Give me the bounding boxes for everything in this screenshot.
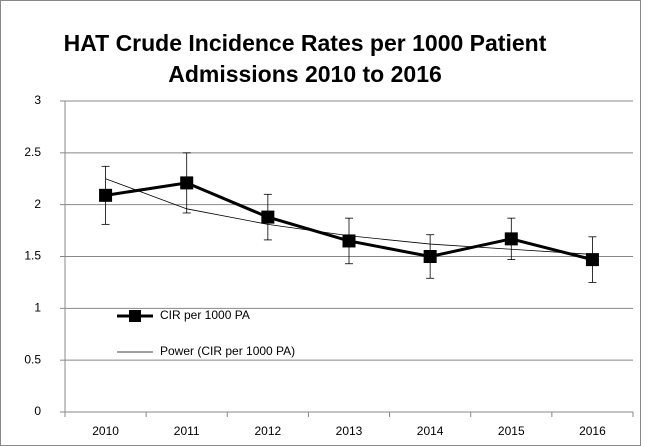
x-tick-label: 2015 (498, 424, 525, 438)
x-tick-label: 2011 (174, 424, 200, 438)
marker (180, 176, 194, 190)
legend-marker (129, 310, 141, 322)
y-tick-label: 0 (34, 404, 41, 418)
y-tick-label: 1.5 (24, 249, 41, 263)
x-tick-label: 2010 (92, 424, 119, 438)
chart-frame (0, 0, 641, 446)
x-tick-label: 2012 (255, 424, 282, 438)
x-tick-label: 2016 (579, 424, 606, 438)
y-tick-label: 1 (34, 301, 41, 315)
legend-label: Power (CIR per 1000 PA) (160, 344, 295, 358)
marker (423, 250, 437, 263)
marker (585, 253, 599, 267)
chart-title: Admissions 2010 to 2016 (168, 61, 442, 87)
y-tick-label: 2.5 (24, 145, 41, 159)
y-tick-label: 3 (34, 93, 41, 107)
y-tick-label: 2 (34, 197, 41, 211)
marker (99, 188, 113, 202)
marker (261, 210, 275, 224)
y-tick-label: 0.5 (24, 352, 41, 366)
x-tick-label: 2014 (417, 424, 444, 438)
x-tick-label: 2013 (336, 424, 363, 438)
legend-label: CIR per 1000 PA (160, 308, 250, 322)
marker (342, 234, 356, 248)
marker (504, 232, 518, 246)
chart-title: HAT Crude Incidence Rates per 1000 Patie… (64, 30, 547, 56)
